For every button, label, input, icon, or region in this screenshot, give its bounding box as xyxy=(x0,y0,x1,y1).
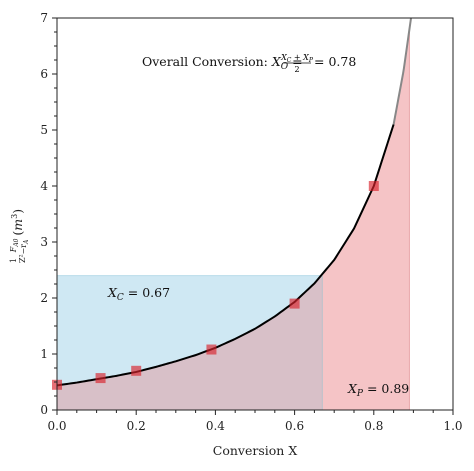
xc-annotation: XC = 0.67 xyxy=(107,285,170,303)
y-tick-label: 0 xyxy=(40,403,48,417)
overall-prefix: Overall Conversion: xyxy=(142,54,272,69)
x-tick-label: 0.4 xyxy=(206,419,225,433)
x-axis-label: Conversion X xyxy=(213,443,298,458)
svg-text:2: 2 xyxy=(294,65,299,74)
svg-text:XC = 0.67: XC = 0.67 xyxy=(107,285,170,303)
y-tick-label: 6 xyxy=(40,67,48,81)
overlap-region xyxy=(57,274,323,410)
data-point xyxy=(131,365,142,376)
x-tick-label: 0.8 xyxy=(364,419,383,433)
overall-fraction: XC + XP 2 xyxy=(280,53,314,74)
x-tick-label: 1.0 xyxy=(443,419,462,433)
overall-conversion-annotation: Overall Conversion: XO = XC + XP 2 = 0.7… xyxy=(142,53,356,74)
y-tick-label: 5 xyxy=(40,123,48,137)
fit-curve-extension xyxy=(392,17,413,125)
ticks: 0.0 0.2 0.4 0.6 0.8 1.0 0 1 2 3 4 5 6 7 xyxy=(40,11,462,433)
x-tick-label: 0.2 xyxy=(127,419,146,433)
x-tick-label: 0.6 xyxy=(285,419,304,433)
svg-text:1Z²FA0−rA(m3): 1Z²FA0−rA(m3) xyxy=(9,209,30,263)
y-tick-label: 3 xyxy=(40,235,48,249)
curve-layer xyxy=(56,17,413,387)
y-tick-label: 1 xyxy=(40,347,48,361)
xc-value: = 0.67 xyxy=(128,285,170,300)
data-point xyxy=(289,298,300,309)
overall-value: = 0.78 xyxy=(314,54,356,69)
x-tick-label: 0.0 xyxy=(47,419,66,433)
svg-text:XC + XP: XC + XP xyxy=(280,53,314,64)
fit-curve xyxy=(56,124,395,387)
data-point xyxy=(95,373,106,384)
svg-text:XP = 0.89: XP = 0.89 xyxy=(347,381,409,399)
xp-annotation: XP = 0.89 xyxy=(347,381,409,399)
y-axis-label: 1Z²FA0−rA(m3) xyxy=(9,209,30,263)
y-tick-label: 7 xyxy=(40,11,48,25)
y-tick-label: 4 xyxy=(40,179,48,193)
data-point xyxy=(206,344,217,355)
data-point xyxy=(368,181,379,191)
svg-text:Overall Conversion: XO =: Overall Conversion: XO = xyxy=(142,54,303,72)
y-tick-label: 2 xyxy=(40,291,48,305)
shaded-regions xyxy=(57,29,410,410)
pfr-region xyxy=(322,29,410,410)
xp-value: = 0.89 xyxy=(367,381,409,396)
